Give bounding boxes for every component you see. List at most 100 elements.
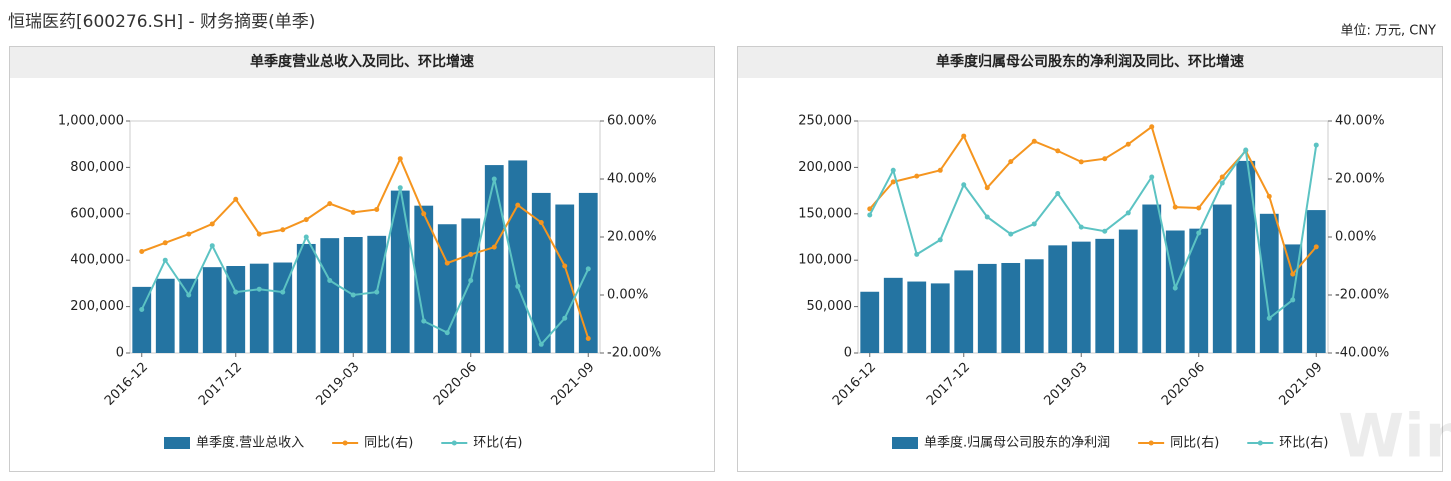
bar — [578, 192, 598, 353]
point — [515, 202, 521, 208]
y2-tick-label: 40.00% — [1335, 114, 1385, 129]
point — [1243, 147, 1249, 153]
point — [515, 283, 521, 289]
bar — [1024, 259, 1044, 353]
point — [468, 278, 474, 283]
point — [1149, 124, 1155, 130]
bar — [249, 263, 269, 353]
point — [303, 217, 309, 223]
bar — [484, 165, 504, 353]
legend-swatch — [164, 437, 190, 449]
point — [1125, 210, 1131, 216]
y2-tick-label: 0.00% — [1335, 230, 1376, 245]
point — [444, 330, 450, 336]
y-tick-label: 400,000 — [70, 253, 124, 268]
point — [1219, 180, 1225, 186]
bar — [179, 278, 199, 353]
point — [890, 179, 896, 185]
bar — [1189, 228, 1209, 353]
point — [961, 133, 967, 139]
bar — [930, 283, 950, 353]
bar — [132, 286, 152, 353]
point — [1008, 159, 1014, 165]
point — [139, 307, 145, 312]
bar — [1118, 229, 1138, 353]
point — [1102, 156, 1108, 162]
point — [1149, 174, 1155, 180]
panel-header — [10, 47, 714, 78]
bar — [907, 281, 927, 353]
point — [538, 341, 544, 347]
point — [186, 231, 192, 237]
legend-swatch — [1148, 440, 1154, 446]
y2-tick-label: 60.00% — [607, 114, 657, 129]
point — [162, 240, 168, 246]
bar — [1071, 241, 1091, 353]
line — [868, 144, 1318, 321]
bar — [320, 238, 340, 353]
y-tick-label: 1,000,000 — [58, 114, 124, 129]
point — [867, 212, 873, 218]
y2-tick-label: -20.00% — [607, 346, 661, 361]
point — [1102, 228, 1108, 234]
point — [397, 156, 403, 162]
y2-tick-label: 20.00% — [607, 230, 657, 245]
point — [209, 221, 215, 227]
point — [256, 231, 262, 237]
point — [937, 167, 943, 173]
legend-label: 环比(右) — [473, 436, 522, 451]
point — [585, 266, 591, 272]
y2-tick-label: 40.00% — [607, 172, 657, 187]
chart-title: 单季度营业总收入及同比、环比增速 — [250, 53, 474, 70]
point — [562, 315, 568, 321]
legend-label: 同比(右) — [364, 436, 413, 451]
point — [350, 292, 356, 298]
y-tick-label: 250,000 — [798, 114, 852, 129]
bar — [414, 205, 434, 353]
bar — [1259, 213, 1279, 353]
y-tick-label: 100,000 — [798, 253, 852, 268]
point — [1125, 141, 1131, 147]
point — [1008, 231, 1014, 237]
y-tick-label: 200,000 — [798, 160, 852, 175]
y-tick-label: 0 — [844, 346, 852, 361]
point — [1055, 191, 1061, 196]
point — [984, 185, 990, 191]
point — [491, 244, 497, 250]
point — [1055, 148, 1061, 154]
point — [256, 286, 262, 292]
legend-swatch — [1257, 440, 1263, 446]
legend-label: 单季度.营业总收入 — [196, 435, 304, 451]
point — [327, 201, 333, 207]
point — [421, 318, 427, 324]
point — [984, 214, 990, 220]
point — [397, 185, 403, 191]
point — [186, 292, 192, 298]
bar — [390, 190, 410, 353]
point — [562, 263, 568, 269]
bar — [296, 243, 316, 353]
point — [162, 257, 168, 263]
point — [1078, 159, 1084, 165]
point — [1031, 138, 1037, 144]
point — [280, 289, 286, 295]
point — [1172, 285, 1178, 291]
point — [937, 237, 943, 243]
chart-title: 单季度归属母公司股东的净利润及同比、环比增速 — [936, 53, 1244, 70]
point — [350, 209, 356, 215]
y-tick-label: 0 — [116, 346, 124, 361]
y2-tick-label: 20.00% — [1335, 172, 1385, 187]
point — [538, 220, 544, 225]
point — [327, 278, 333, 283]
point — [374, 289, 380, 295]
bar — [954, 270, 974, 353]
point — [867, 206, 873, 212]
point — [1313, 244, 1319, 250]
bar — [1165, 230, 1185, 353]
bar — [1142, 204, 1162, 353]
point — [1313, 142, 1319, 148]
unit-label: 单位: 万元, CNY — [1340, 24, 1436, 39]
point — [1290, 297, 1296, 303]
point — [890, 167, 896, 173]
